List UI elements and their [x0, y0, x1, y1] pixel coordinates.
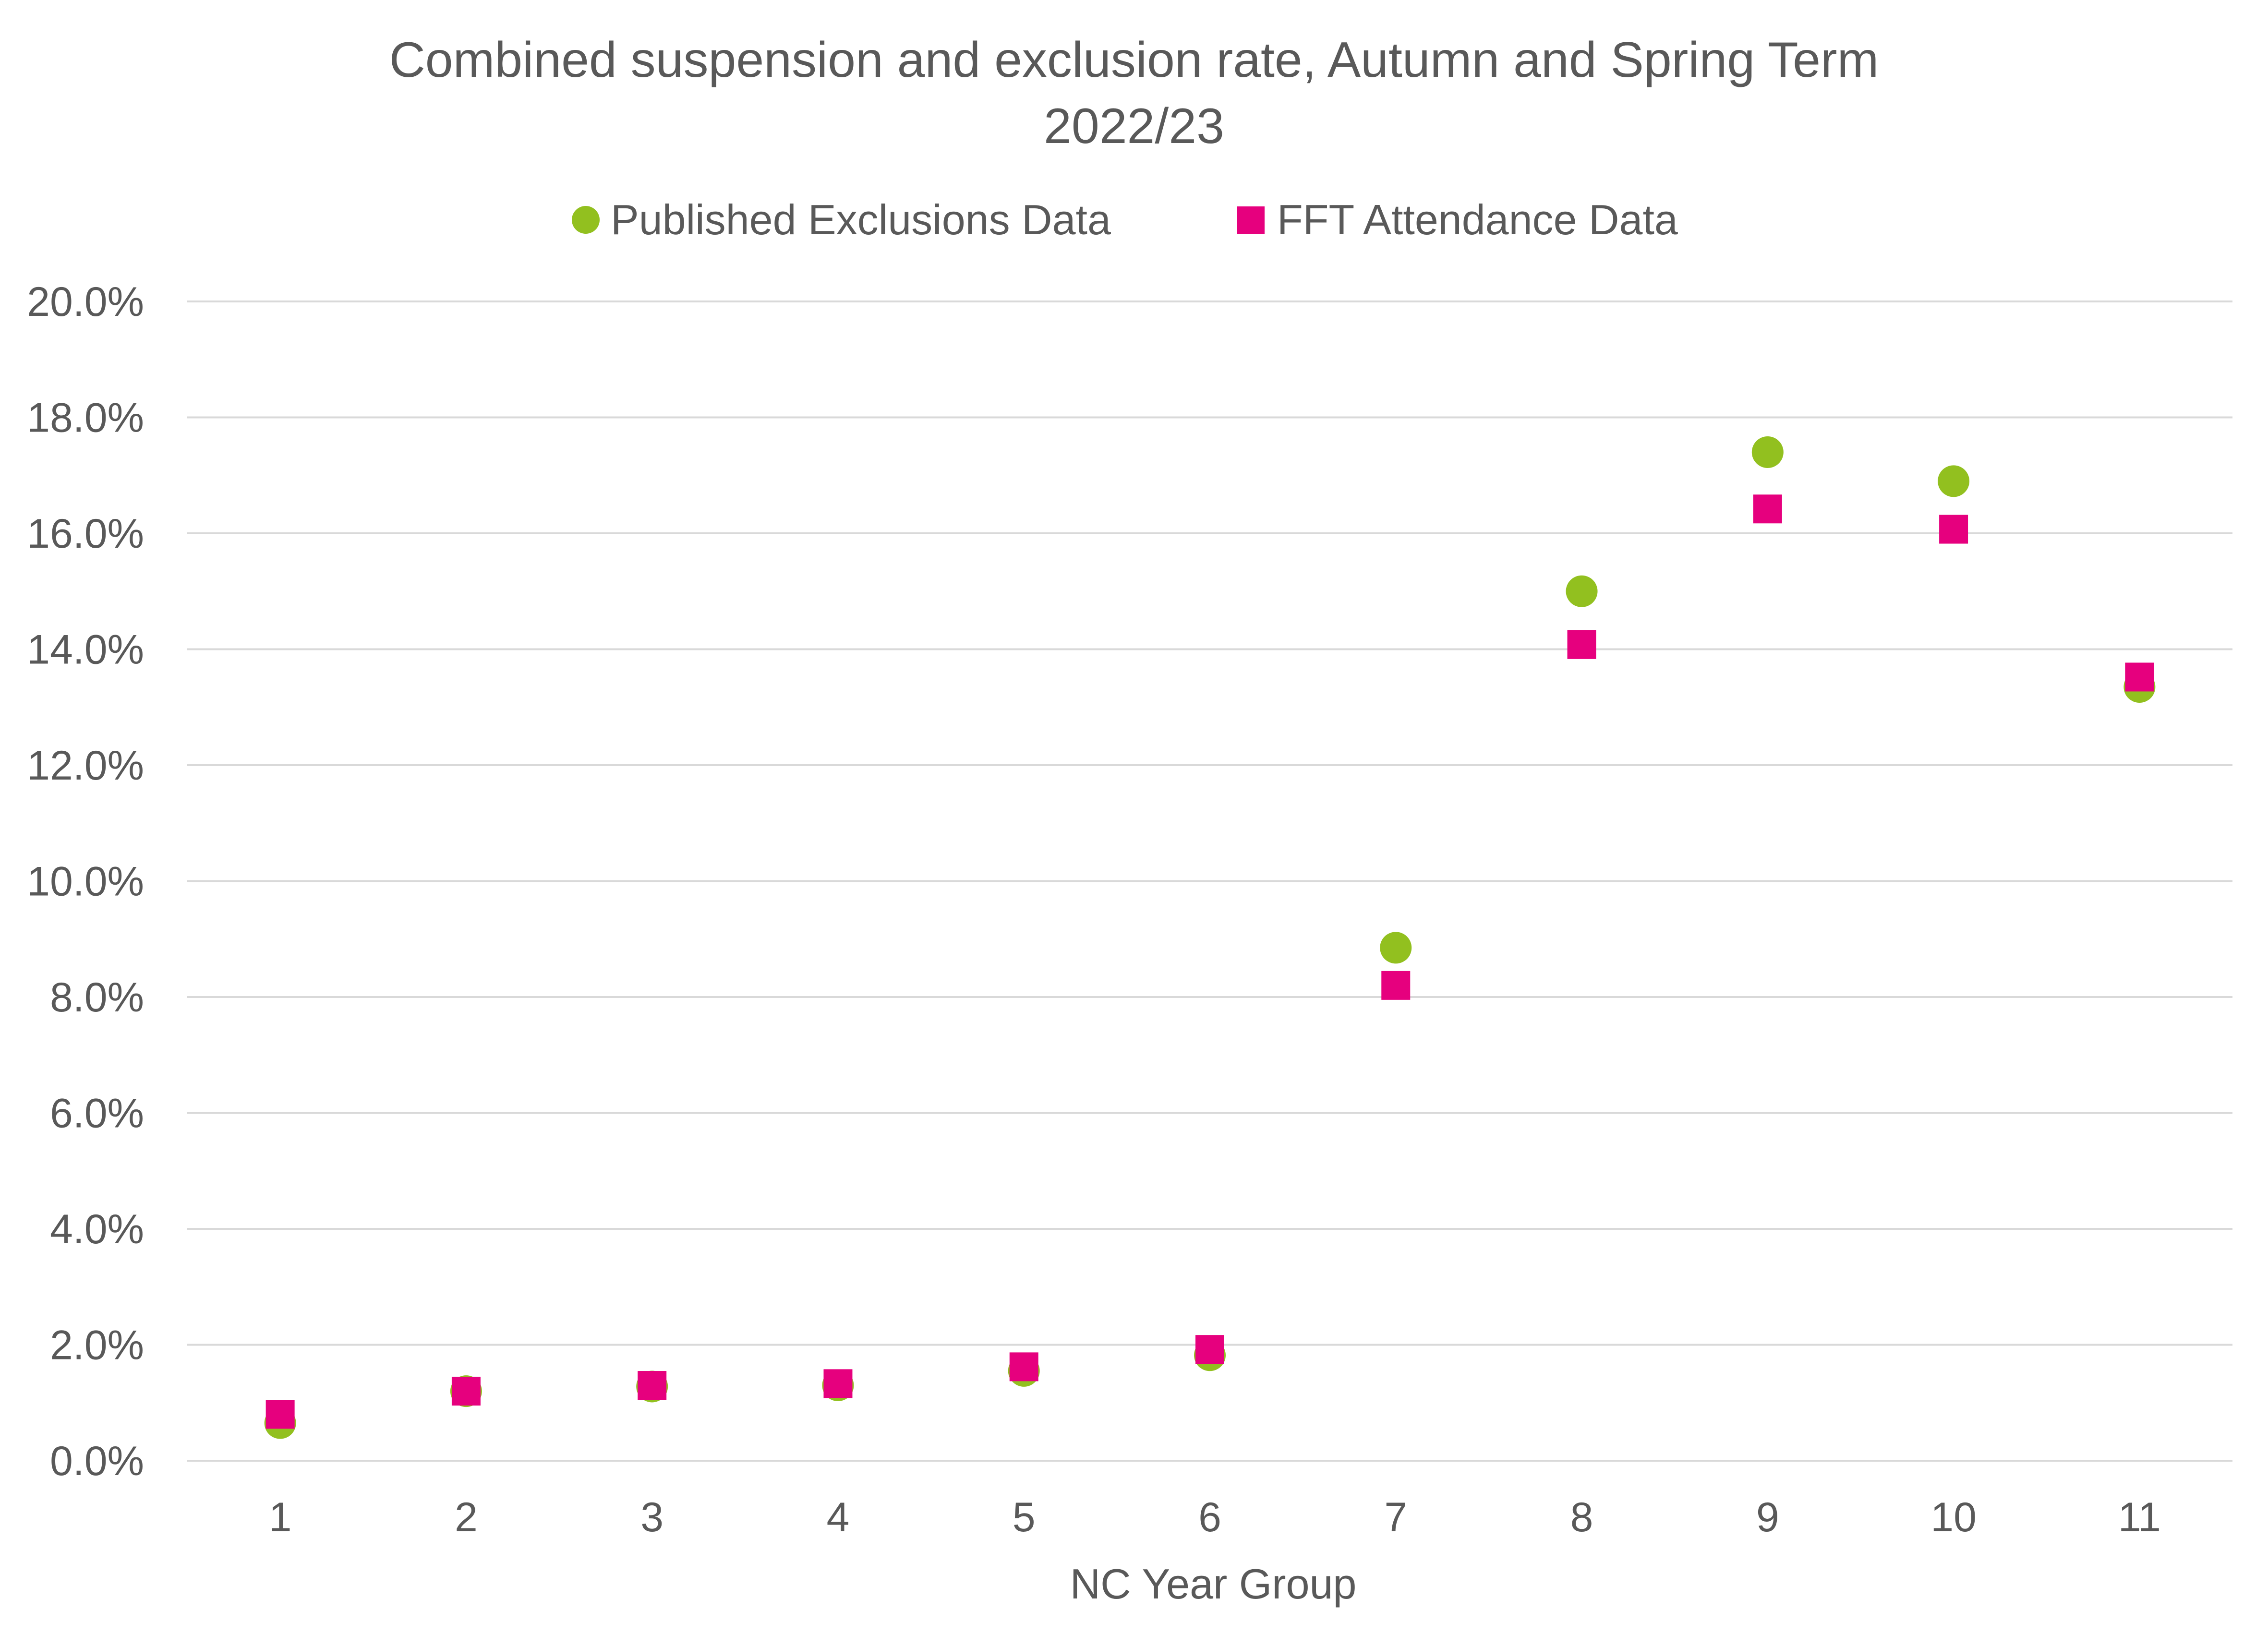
x-axis-title: NC Year Group: [1070, 1560, 1357, 1608]
series-fft-attendance: [265, 494, 2154, 1429]
legend-marker-published-exclusions: [572, 206, 600, 234]
data-point-fft-attendance: [1567, 630, 1596, 659]
chart-title: Combined suspension and exclusion rate, …: [389, 32, 1879, 154]
y-tick-label: 18.0%: [27, 395, 144, 441]
legend-label-published-exclusions: Published Exclusions Data: [611, 196, 1111, 243]
data-point-fft-attendance: [265, 1400, 295, 1429]
gridlines: [187, 300, 2232, 1462]
x-tick-label: 2: [455, 1494, 478, 1540]
x-tick-label: 4: [827, 1494, 850, 1540]
x-tick-label: 3: [640, 1494, 664, 1540]
y-tick-label: 12.0%: [27, 743, 144, 789]
y-tick-label: 14.0%: [27, 627, 144, 673]
y-tick-label: 4.0%: [50, 1206, 144, 1252]
data-point-published-exclusions: [1938, 465, 1970, 497]
y-tick-label: 0.0%: [50, 1438, 144, 1484]
data-point-fft-attendance: [1195, 1335, 1224, 1364]
data-point-fft-attendance: [1753, 494, 1782, 524]
data-point-published-exclusions: [1566, 575, 1598, 607]
x-tick-label: 8: [1570, 1494, 1593, 1540]
x-tick-label: 10: [1930, 1494, 1977, 1540]
data-point-fft-attendance: [1381, 971, 1411, 1000]
data-series: [264, 436, 2156, 1439]
y-tick-label: 6.0%: [50, 1091, 144, 1137]
data-point-fft-attendance: [451, 1377, 481, 1406]
data-point-fft-attendance: [1939, 515, 1968, 544]
data-point-fft-attendance: [823, 1369, 853, 1398]
y-tick-label: 8.0%: [50, 974, 144, 1021]
legend-marker-fft-attendance: [1237, 206, 1265, 234]
chart-title-line-1: Combined suspension and exclusion rate, …: [389, 32, 1879, 88]
data-point-fft-attendance: [1009, 1352, 1038, 1382]
y-tick-label: 20.0%: [27, 279, 144, 325]
x-tick-label: 5: [1013, 1494, 1036, 1540]
legend-label-fft-attendance: FFT Attendance Data: [1277, 196, 1678, 243]
data-point-published-exclusions: [1380, 932, 1412, 964]
x-tick-label: 9: [1756, 1494, 1779, 1540]
y-axis-ticks: 0.0% 2.0% 4.0% 6.0% 8.0% 10.0% 12.0% 14.0% 16.0%…: [27, 279, 144, 1484]
chart-title-line-2: 2022/23: [1044, 98, 1224, 154]
data-point-published-exclusions: [1751, 436, 1784, 468]
y-tick-label: 2.0%: [50, 1322, 144, 1369]
x-tick-label: 6: [1198, 1494, 1221, 1540]
x-tick-label: 1: [269, 1494, 292, 1540]
x-tick-label: 7: [1384, 1494, 1407, 1540]
y-tick-label: 10.0%: [27, 859, 144, 905]
legend: Published Exclusions Data FFT Attendance…: [572, 196, 1678, 243]
data-point-fft-attendance: [2125, 662, 2154, 692]
y-tick-label: 16.0%: [27, 511, 144, 557]
x-axis-ticks: 1 2 3 4 5 6 7 8 9 10 11: [269, 1494, 2161, 1540]
series-published-exclusions: [264, 436, 2156, 1439]
x-tick-label: 11: [2118, 1494, 2161, 1540]
data-point-fft-attendance: [638, 1371, 667, 1400]
